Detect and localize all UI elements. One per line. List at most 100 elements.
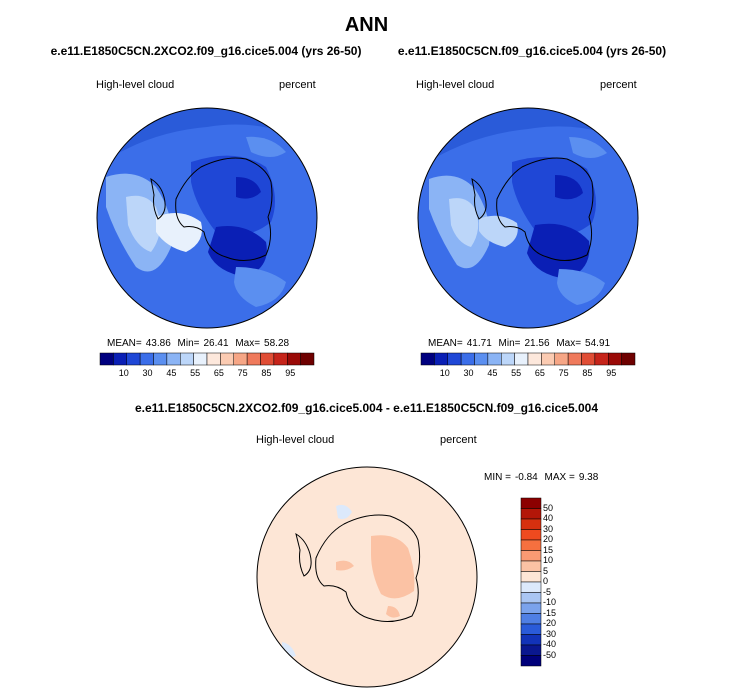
colorbar-box (520, 623, 542, 635)
colorbar-box (99, 352, 114, 366)
colorbar-box (153, 352, 168, 366)
panel-1-mean-label: MEAN= (107, 338, 142, 349)
diff-panel-case-title: e.e11.E1850C5CN.2XCO2.f09_g16.cice5.004 … (135, 401, 598, 415)
colorbar-tick-label: 65 (213, 368, 224, 378)
panel-2-polar-map (417, 107, 639, 329)
colorbar-tick-label: 10 (118, 368, 129, 378)
panel-2-max-value: 54.91 (585, 338, 611, 349)
colorbar-box (434, 352, 448, 366)
panel-2-min-value: 21.56 (524, 338, 550, 349)
colorbar-tick-label: 40 (543, 513, 554, 523)
colorbar-tick-label: 75 (558, 368, 569, 378)
colorbar-tick-label: -30 (543, 628, 557, 639)
panel-2-max-label: Max= (556, 338, 582, 349)
panel-2-colorbar (420, 352, 636, 366)
colorbar-tick-label: 75 (237, 368, 248, 378)
colorbar-box (520, 518, 542, 530)
colorbar-tick-label: 95 (285, 368, 296, 378)
colorbar-tick-label: 85 (582, 368, 593, 378)
colorbar-box (220, 352, 234, 366)
colorbar-box (113, 352, 127, 366)
diff-panel-field-label: High-level cloud (256, 434, 335, 446)
panel-2-mean-value: 41.71 (466, 338, 492, 349)
colorbar-tick-label: 5 (543, 565, 549, 576)
colorbar-box (287, 352, 301, 366)
colorbar-box (608, 352, 622, 366)
colorbar-box (233, 352, 248, 366)
panel-2-stats: MEAN= 41.71 Min= 21.56 Max= 54.91 (428, 338, 614, 349)
colorbar-box (520, 602, 542, 614)
colorbar-tick-label: 95 (606, 368, 617, 378)
colorbar-tick-label: 0 (543, 576, 549, 586)
colorbar-tick-label: -15 (543, 607, 557, 618)
colorbar-box (520, 644, 542, 656)
diff-panel-min-label: MIN = (484, 472, 511, 483)
colorbar-box (567, 352, 582, 366)
diff-panel-max-value: 9.38 (578, 472, 599, 483)
panel-2-case-title: e.e11.E1850C5CN.f09_g16.cice5.004 (yrs 2… (397, 44, 667, 58)
colorbar-tick-label: 10 (543, 555, 554, 565)
colorbar-tick-label: -50 (543, 649, 557, 660)
colorbar-tick-label: 30 (543, 523, 554, 534)
colorbar-tick-label: 10 (439, 368, 450, 378)
colorbar-tick-label: 85 (261, 368, 272, 378)
panel-2-coastline (471, 157, 594, 261)
colorbar-tick-label: 45 (166, 368, 177, 378)
panel-1-stats: MEAN= 43.86 Min= 26.41 Max= 58.28 (107, 338, 293, 349)
colorbar-box (246, 352, 261, 366)
colorbar-tick-label: 65 (534, 368, 545, 378)
colorbar-box (520, 613, 542, 625)
colorbar-box (554, 352, 569, 366)
panel-1-max-label: Max= (235, 338, 261, 349)
diff-panel-min-value: -0.84 (514, 472, 538, 483)
panel-1-polar-map (96, 107, 318, 329)
colorbar-box (520, 529, 542, 541)
colorbar-tick-label: 55 (511, 368, 522, 378)
colorbar-box (594, 352, 609, 366)
colorbar-box (460, 352, 475, 366)
panel-1-units-label: percent (279, 79, 316, 91)
colorbar-box (520, 539, 542, 551)
colorbar-box (273, 352, 288, 366)
panel-2-field-label: High-level cloud (416, 79, 495, 91)
colorbar-box (139, 352, 154, 366)
colorbar-box (166, 352, 181, 366)
colorbar-tick-label: 45 (487, 368, 498, 378)
diff-panel-max-label: MAX = (544, 472, 575, 483)
colorbar-box (520, 634, 542, 646)
colorbar-tick-label: -5 (543, 586, 552, 597)
colorbar-box (501, 352, 515, 366)
colorbar-box (447, 352, 462, 366)
diff-panel-units-label: percent (440, 434, 477, 446)
colorbar-tick-label: -40 (543, 639, 557, 649)
diff-panel-stats: MIN = -0.84 MAX = 9.38 (484, 472, 602, 483)
panel-1-field-label: High-level cloud (96, 79, 175, 91)
colorbar-box (206, 352, 221, 366)
colorbar-box (260, 352, 275, 366)
colorbar-tick-label: 30 (463, 368, 474, 378)
panel-1-colorbar (99, 352, 315, 366)
colorbar-box (520, 581, 542, 593)
colorbar-box (487, 352, 502, 366)
panel-2-min-label: Min= (498, 338, 521, 349)
colorbar-tick-label: 55 (190, 368, 201, 378)
panel-1-min-value: 26.41 (203, 338, 229, 349)
colorbar-tick-label: 30 (142, 368, 153, 378)
colorbar-box (520, 508, 542, 520)
colorbar-box (180, 352, 194, 366)
colorbar-box (541, 352, 555, 366)
panel-1-coastline (150, 157, 273, 261)
panel-1-max-value: 58.28 (264, 338, 290, 349)
panel-1-mean-value: 43.86 (145, 338, 171, 349)
page-title: ANN (344, 14, 389, 36)
diff-panel-coastline (295, 514, 421, 622)
diff-panel-colorbar (520, 497, 542, 667)
colorbar-tick-label: 50 (543, 502, 554, 513)
colorbar-box (193, 352, 208, 366)
colorbar-box (520, 571, 542, 583)
colorbar-box (514, 352, 529, 366)
colorbar-tick-label: -10 (543, 597, 557, 607)
colorbar-box (126, 352, 141, 366)
colorbar-box (621, 352, 636, 366)
colorbar-box (420, 352, 435, 366)
